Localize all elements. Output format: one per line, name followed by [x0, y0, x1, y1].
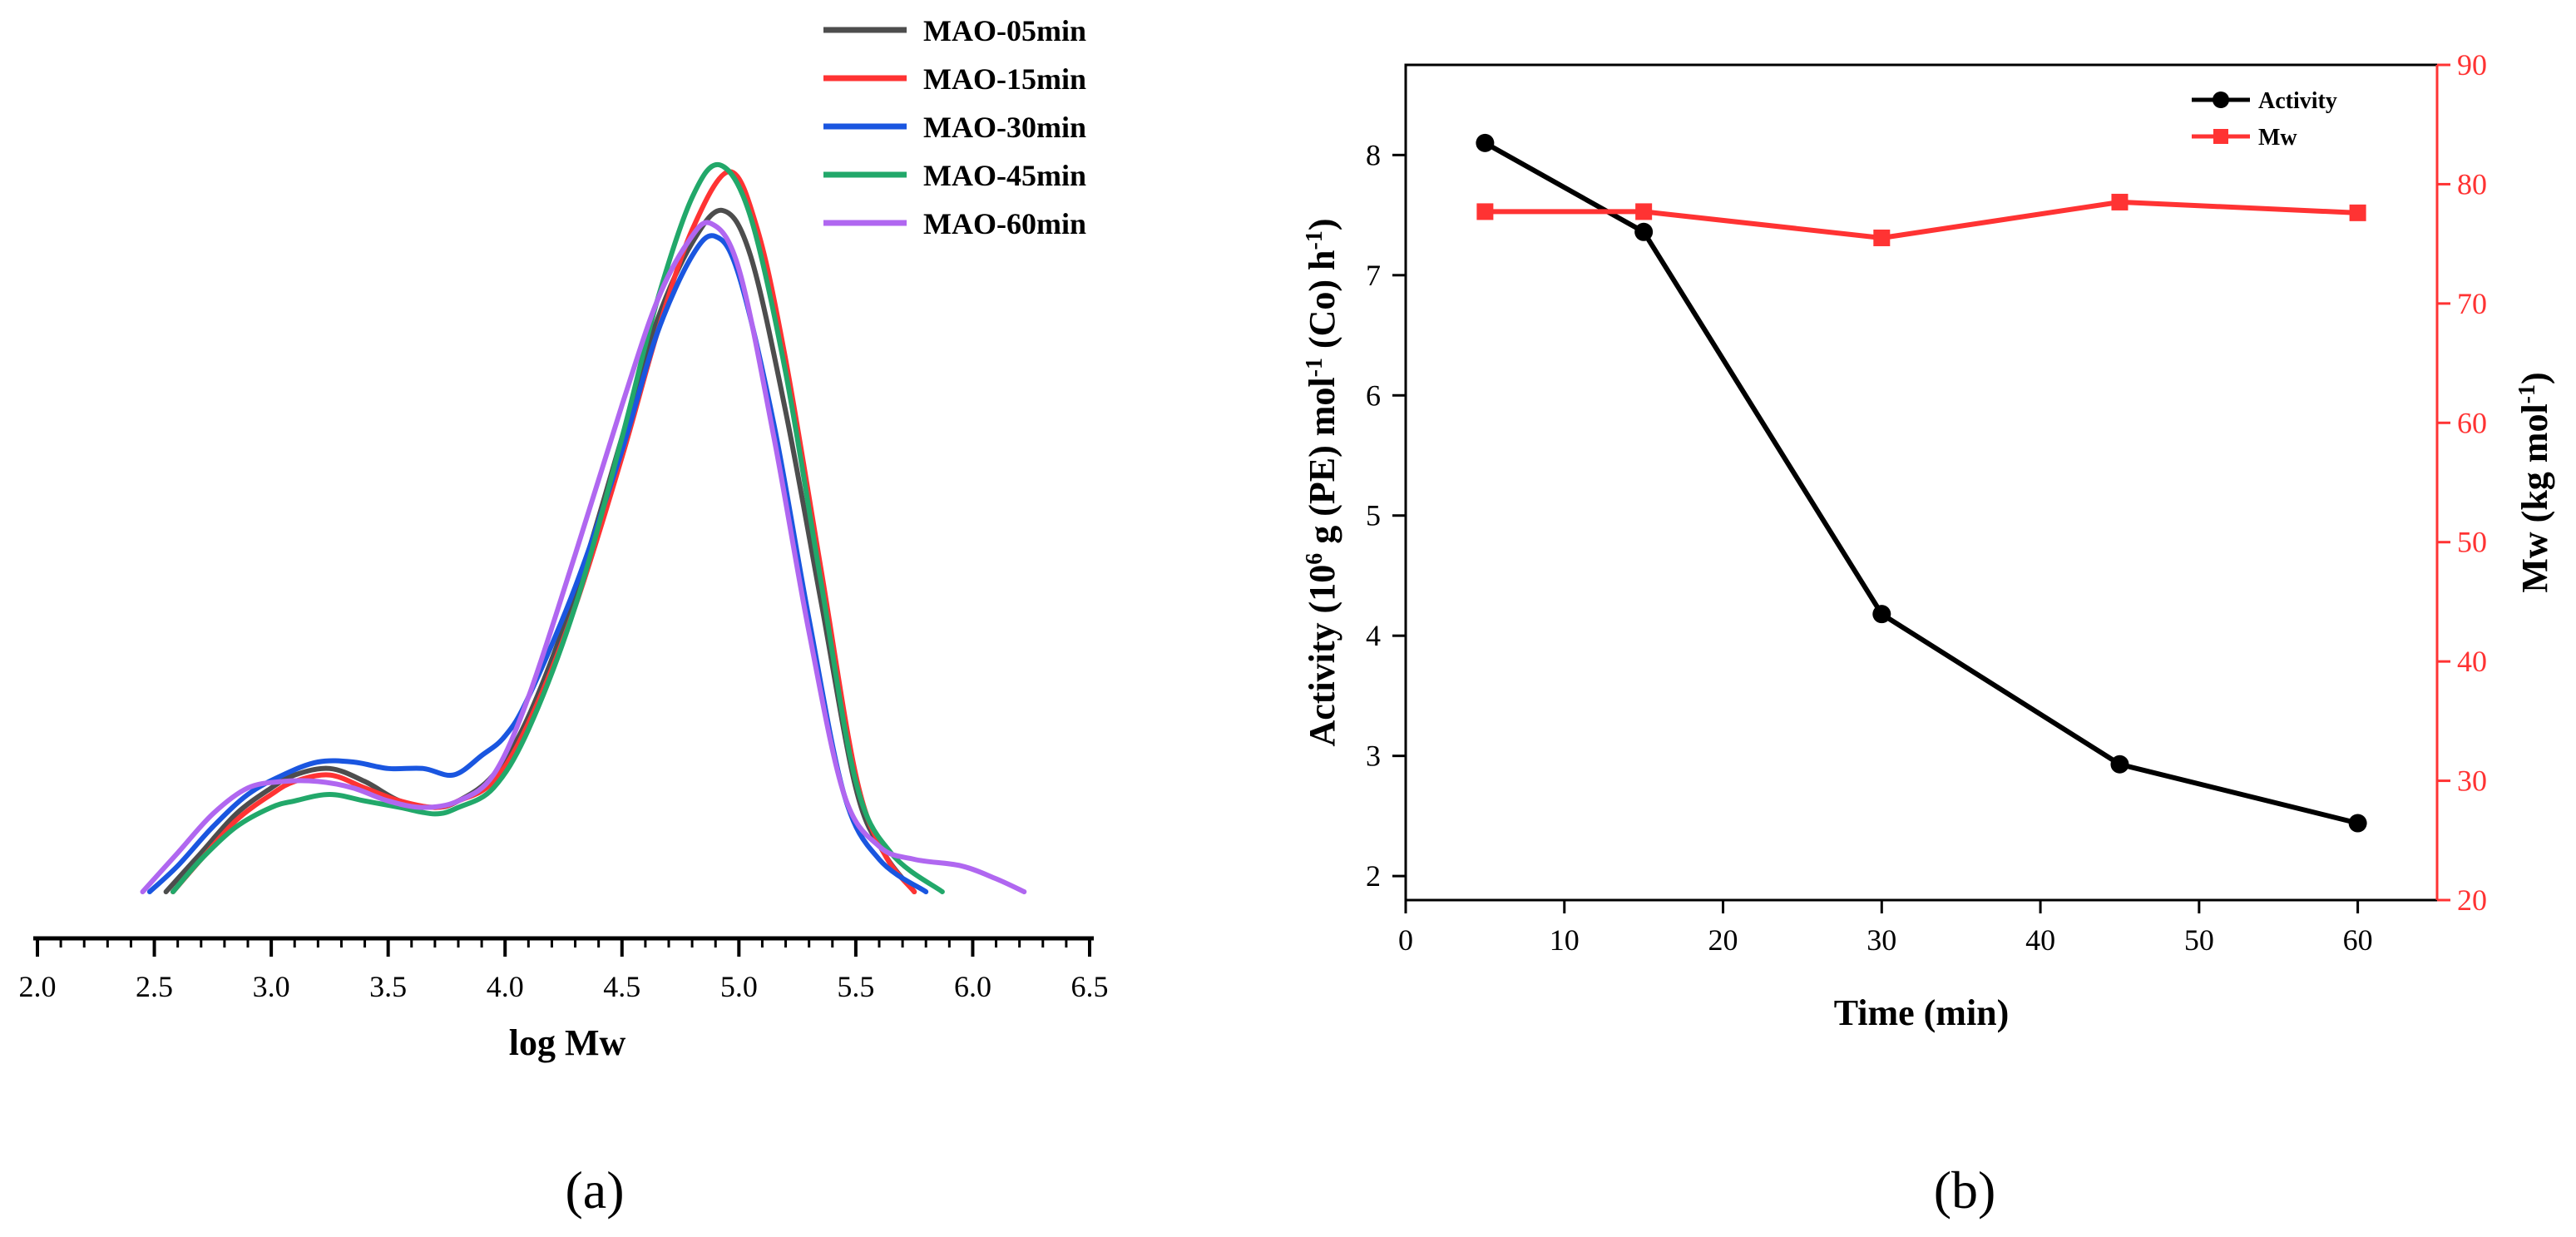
panel-a-x-ticks: 2.0 2.5 3.0 3.5 4.0 4.5 5.0 5.5 6.0 6.5	[19, 938, 1109, 1003]
panel-label-a: (a)	[565, 1160, 624, 1220]
panel-a-x-tick-label: 2.0	[19, 970, 57, 1003]
data-point-mw	[2111, 193, 2129, 210]
panel-b-y-tick-label: 7	[1366, 259, 1381, 292]
panel-a-x-tick-label: 2.5	[136, 970, 173, 1003]
data-point-activity	[1872, 605, 1891, 624]
panel-b-right-tick-label: 60	[2457, 406, 2487, 439]
panel-a-x-tick-label: 4.5	[603, 970, 640, 1003]
panel-b-right-tick-label: 40	[2457, 645, 2487, 678]
series-line-mao-60min	[140, 220, 1027, 894]
panel-b-right-tick-label: 70	[2457, 287, 2487, 320]
panel-a-x-tick-label: 5.0	[720, 970, 758, 1003]
data-point-mw	[1873, 229, 1891, 246]
legend-marker-activity	[2213, 92, 2229, 108]
panel-b-right-tick-label: 50	[2457, 526, 2487, 559]
data-point-mw	[1476, 203, 1494, 220]
panel-a-legend: MAO-05min MAO-15min MAO-30min MAO-45min MAO-…	[823, 14, 1086, 240]
panel-b-x-tick-label: 60	[2343, 923, 2373, 957]
panel-b-legend: Activity Mw	[2192, 88, 2337, 151]
series-line-mao-30min	[146, 233, 929, 894]
data-point-activity	[1476, 133, 1495, 152]
panel-a-x-tick-label: 5.5	[837, 970, 874, 1003]
legend-label-mw: Mw	[2258, 125, 2297, 151]
series-line-mao-45min	[171, 161, 945, 894]
panel-a-x-tick-label: 3.5	[369, 970, 407, 1003]
panel-label-b: (b)	[1934, 1160, 1996, 1220]
legend-label-mao-15min: MAO-15min	[923, 62, 1086, 96]
panel-b-y-tick-label: 2	[1366, 859, 1381, 893]
panel-b-x-tick-label: 30	[1866, 923, 1896, 957]
panel-b-y-tick-label: 8	[1366, 138, 1381, 171]
panel-b-x-tick-label: 50	[2184, 923, 2214, 957]
panel-b-chart: 0 10 20 30 40 50 60 2 3 4 5 6 7 8 20 30 40 50 60 70 80 90 Tim…	[1302, 48, 2556, 1033]
panel-a-x-tick-label: 4.0	[487, 970, 524, 1003]
panel-b-y-tick-label: 6	[1366, 379, 1381, 412]
panel-a-x-tick-label: 6.5	[1071, 970, 1109, 1003]
data-point-activity	[2110, 755, 2129, 774]
panel-b-x-axis-title: Time (min)	[1834, 992, 2010, 1033]
data-point-mw	[2349, 204, 2366, 221]
panel-b-right-axis-title: Mw (kg mol-1)	[2514, 372, 2556, 592]
panel-b-ticks: 0 10 20 30 40 50 60 2 3 4 5 6 7 8 20 30 40 50 60 70 80 90	[1366, 48, 2487, 957]
panel-b-x-tick-label: 40	[2025, 923, 2055, 957]
panel-b-y-tick-label: 5	[1366, 499, 1381, 532]
panel-b-y-axis-title: Activity (106 g (PE) mol-1 (Co) h-1)	[1302, 219, 1343, 747]
legend-label-activity: Activity	[2258, 88, 2337, 114]
panel-a-chart: 2.0 2.5 3.0 3.5 4.0 4.5 5.0 5.5 6.0 6.5 log Mw MA…	[19, 14, 1109, 1063]
panel-b-right-tick-label: 20	[2457, 883, 2487, 917]
data-point-activity	[2348, 814, 2367, 833]
panel-a-x-tick-label: 3.0	[253, 970, 290, 1003]
legend-label-mao-05min: MAO-05min	[923, 14, 1086, 47]
panel-b-x-tick-label: 0	[1398, 923, 1413, 957]
data-point-mw	[1635, 203, 1653, 220]
legend-label-mao-60min: MAO-60min	[923, 207, 1086, 240]
panel-b-y-tick-label: 4	[1366, 619, 1381, 652]
panel-b-right-tick-label: 80	[2457, 167, 2487, 200]
panel-b-right-tick-label: 30	[2457, 764, 2487, 798]
data-point-activity	[1634, 222, 1654, 241]
panel-b-right-tick-label: 90	[2457, 48, 2487, 82]
panel-a-x-axis-title: log Mw	[509, 1022, 626, 1063]
panel-b-y-tick-label: 3	[1366, 740, 1381, 773]
panel-a-curves	[140, 161, 1027, 894]
panel-b-x-tick-label: 20	[1708, 923, 1738, 957]
panel-a-x-tick-label: 6.0	[954, 970, 991, 1003]
legend-label-mao-45min: MAO-45min	[923, 159, 1086, 192]
legend-marker-mw	[2213, 129, 2228, 144]
panel-b-series	[1476, 133, 2367, 833]
panel-b-x-tick-label: 10	[1550, 923, 1580, 957]
legend-label-mao-30min: MAO-30min	[923, 111, 1086, 144]
